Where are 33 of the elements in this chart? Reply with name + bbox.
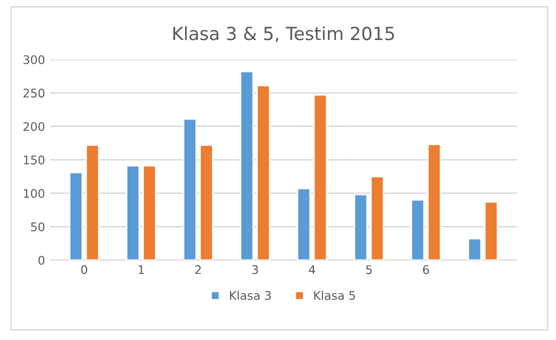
bar bbox=[427, 144, 442, 260]
bar bbox=[86, 144, 100, 260]
bar bbox=[313, 94, 328, 260]
x-tick-label: 0 bbox=[81, 265, 88, 274]
bar bbox=[199, 144, 214, 260]
y-tick-label: 100 bbox=[24, 188, 44, 198]
x-tick-label: 5 bbox=[366, 265, 372, 274]
y-tick-label: 250 bbox=[24, 88, 44, 98]
x-tick-label: 4 bbox=[308, 265, 316, 274]
x-tick-label: 2 bbox=[195, 265, 201, 274]
bar bbox=[240, 70, 254, 260]
bar bbox=[142, 165, 156, 260]
bar bbox=[484, 201, 498, 260]
y-tick-label: 300 bbox=[24, 55, 44, 64]
bar bbox=[410, 199, 425, 260]
chart-title: Klasa 3 & 5, Testim 2015 bbox=[173, 26, 394, 42]
bar bbox=[468, 238, 482, 260]
bar bbox=[68, 172, 83, 260]
legend-label: Klasa 5 bbox=[314, 290, 355, 300]
bar bbox=[370, 176, 384, 260]
legend-label: Klasa 3 bbox=[230, 290, 271, 300]
bar bbox=[354, 194, 368, 260]
y-tick-label: 200 bbox=[24, 122, 44, 132]
bar bbox=[296, 188, 311, 260]
bar bbox=[126, 165, 140, 260]
x-tick-label: 1 bbox=[138, 265, 144, 274]
x-tick-label: 6 bbox=[423, 265, 429, 274]
x-tick-label: 3 bbox=[252, 265, 258, 274]
bar bbox=[256, 84, 270, 260]
y-tick-label: 50 bbox=[31, 222, 44, 232]
y-tick-label: 150 bbox=[24, 156, 44, 164]
y-tick-label: 0 bbox=[38, 256, 44, 265]
bar bbox=[182, 118, 197, 260]
